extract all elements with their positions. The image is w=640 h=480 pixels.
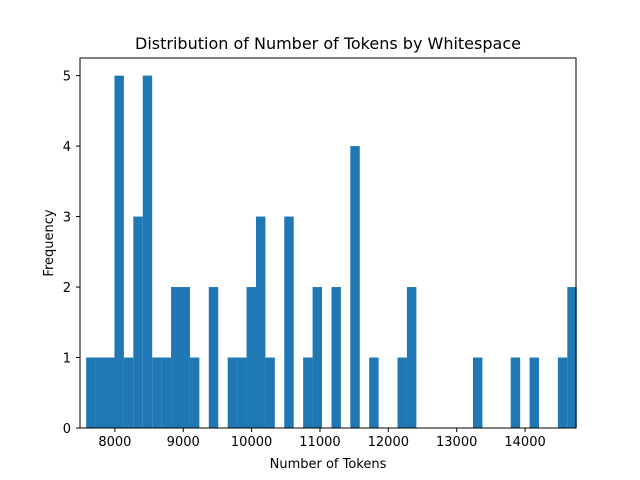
histogram-bar (397, 357, 407, 428)
histogram-bar (350, 146, 360, 428)
x-axis-label: Number of Tokens (270, 457, 387, 472)
histogram-bar (95, 357, 106, 428)
histogram-bar (161, 357, 172, 428)
histogram-bar (303, 357, 313, 428)
histogram-bar (529, 357, 540, 428)
histogram-bar (255, 216, 266, 428)
plot-frame (79, 57, 577, 429)
y-tick-label: 4 (63, 140, 71, 155)
y-axis-ticks: 0 1 2 3 4 5 (63, 70, 80, 437)
histogram-bar (331, 287, 341, 428)
histogram-bar (171, 287, 181, 428)
x-tick-label: 10000 (231, 435, 272, 450)
histogram-bar (142, 75, 153, 428)
y-tick-label: 5 (63, 70, 71, 85)
histogram-bar (123, 357, 134, 428)
x-tick-label: 9000 (167, 435, 200, 450)
chart-title: Distribution of Number of Tokens by Whit… (135, 34, 521, 53)
y-axis-label: Frequency (42, 209, 57, 276)
histogram-bar (312, 287, 323, 428)
y-tick-label: 0 (63, 422, 71, 437)
histogram-bar (189, 357, 200, 428)
histogram-bar (237, 357, 247, 428)
histogram-bar (180, 287, 190, 428)
histogram-bar (105, 357, 115, 428)
histogram-bar (133, 216, 143, 428)
histogram-bar (369, 357, 379, 428)
y-tick-label: 3 (63, 211, 71, 226)
bars-group (86, 75, 577, 428)
histogram-bar (284, 216, 294, 428)
histogram-bar (472, 357, 483, 428)
y-tick-label: 1 (63, 352, 71, 367)
x-tick-label: 8000 (98, 435, 131, 450)
histogram-bar (406, 287, 417, 428)
histogram-bar (227, 357, 238, 428)
y-tick-label: 2 (63, 281, 71, 296)
x-tick-label: 11000 (299, 435, 340, 450)
x-tick-label: 13000 (436, 435, 477, 450)
histogram-bar (86, 357, 96, 428)
histogram-bar (557, 357, 568, 428)
histogram-bar (246, 287, 256, 428)
x-tick-label: 14000 (504, 435, 545, 450)
histogram-bar (152, 357, 162, 428)
x-tick-label: 12000 (368, 435, 409, 450)
histogram-bar (510, 357, 521, 428)
histogram-bar (114, 75, 124, 428)
histogram-bar (265, 357, 275, 428)
histogram-bar (567, 287, 577, 428)
x-axis-ticks: 8000 9000 10000 11000 12000 13000 14000 (98, 428, 546, 450)
histogram-bar (208, 287, 219, 428)
